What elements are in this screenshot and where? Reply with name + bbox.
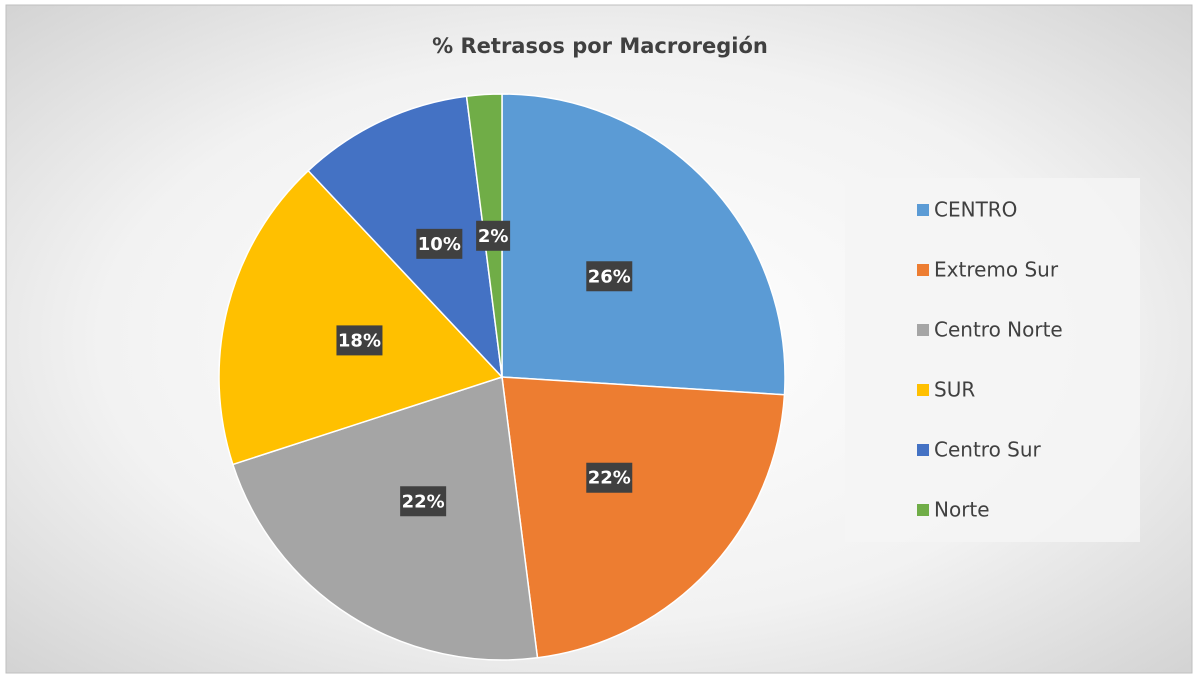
data-label-box [336, 325, 383, 356]
data-label-box [400, 486, 447, 517]
chart-title: % Retrasos por Macroregión [432, 34, 768, 58]
data-label: 22% [402, 491, 445, 512]
pie-slice [218, 169, 504, 466]
legend-label: Centro Norte [934, 318, 1063, 342]
data-label: 22% [588, 468, 631, 489]
pie-slice [231, 376, 539, 661]
pie-slice [501, 93, 786, 396]
data-label-box [416, 228, 463, 259]
pie-slice [307, 95, 504, 380]
legend-label: SUR [934, 378, 975, 402]
data-label-box [586, 462, 633, 493]
legend-swatch [917, 444, 929, 456]
legend-label: Extremo Sur [934, 258, 1059, 282]
legend-label: Centro Sur [934, 438, 1042, 462]
legend-label: CENTRO [934, 198, 1017, 222]
legend-swatch [917, 504, 929, 516]
pie-slice [501, 376, 786, 659]
data-label-box [476, 220, 511, 251]
legend [845, 178, 1140, 542]
legend-swatch [917, 204, 929, 216]
legend-swatch [917, 384, 929, 396]
data-label: 18% [338, 330, 381, 351]
legend-label: Norte [934, 498, 990, 522]
data-label: 26% [588, 266, 631, 287]
data-label-box [586, 261, 633, 292]
data-label: 2% [478, 226, 509, 247]
legend-swatch [917, 324, 929, 336]
data-label: 10% [418, 234, 461, 255]
legend-swatch [917, 264, 929, 276]
